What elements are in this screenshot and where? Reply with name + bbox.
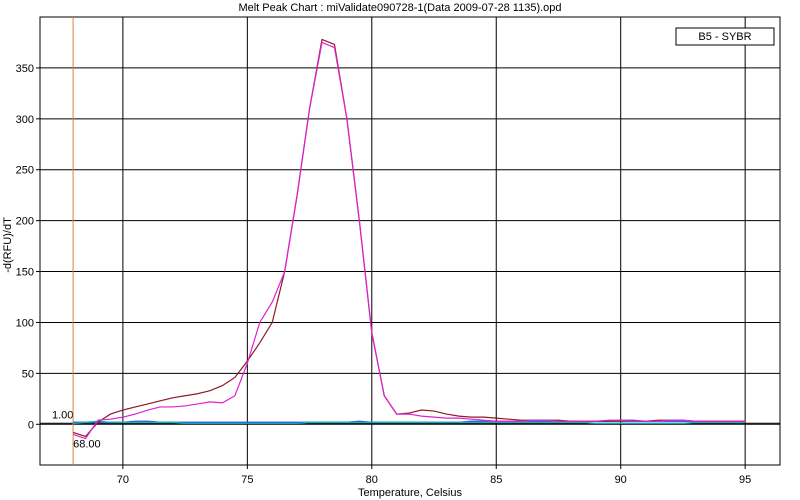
y-axis-label: -d(RFU)/dT: [2, 217, 14, 273]
legend-box: [675, 27, 775, 46]
x-tick-label: 95: [739, 474, 751, 486]
legend-label: B5 - SYBR: [698, 31, 751, 43]
y-tick-label: 200: [16, 216, 34, 228]
y-tick-label: 0: [28, 419, 34, 431]
x-tick-label: 80: [366, 474, 378, 486]
y-tick-label: 100: [16, 317, 34, 329]
y-tick-label: 50: [22, 368, 34, 380]
y-tick-label: 250: [16, 165, 34, 177]
x-axis-label: Temperature, Celsius: [358, 487, 462, 499]
chart-title: Melt Peak Chart : miValidate090728-1(Dat…: [238, 2, 561, 14]
x-tick-label: 90: [615, 474, 627, 486]
plot-area: [39, 16, 781, 466]
threshold-label: 1.00: [52, 409, 73, 421]
x-tick-label: 85: [490, 474, 502, 486]
y-tick-label: 350: [16, 63, 34, 75]
y-tick-label: 150: [16, 267, 34, 279]
y-tick-label: 300: [16, 114, 34, 126]
x-tick-label: 70: [117, 474, 129, 486]
series-line: [73, 420, 746, 424]
cursor-label: 68.00: [73, 438, 101, 450]
x-tick-label: 75: [241, 474, 253, 486]
series-line: [72, 41, 746, 440]
